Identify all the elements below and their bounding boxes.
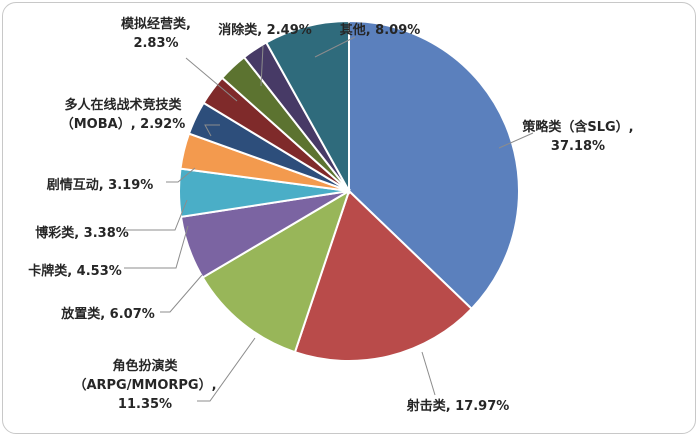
slice-label: 射击类, 17.97%: [406, 398, 510, 414]
leader-line: [160, 274, 203, 313]
slice-label: 角色扮演类（ARPG/MMORPG）, 11.35%: [73, 358, 216, 412]
pie-slice: [201, 188, 351, 354]
leader-line: [197, 337, 256, 402]
slice-label: 放置类, 6.07%: [60, 306, 155, 322]
pie-slice: [348, 19, 520, 311]
slice-label: 模拟经营类, 2.83%: [121, 16, 191, 51]
slice-label: 消除类, 2.49%: [218, 22, 312, 38]
leader-line: [204, 124, 220, 137]
pie-slice: [264, 19, 350, 195]
slice-label: 多人在线战术竞技类（MOBA）, 2.92%: [61, 97, 186, 132]
slice-label: 博彩类, 3.38%: [35, 225, 129, 241]
slice-label: 卡牌类, 4.53%: [28, 263, 122, 279]
slice-label: 策略类（含SLG）, 37.18%: [522, 119, 633, 154]
leader-line: [166, 167, 196, 183]
leader-line: [124, 225, 189, 269]
leader-line: [185, 57, 238, 102]
leader-line: [260, 45, 264, 87]
pie-slice: [293, 189, 474, 362]
slice-label: 剧情互动, 3.19%: [47, 177, 154, 193]
leader-line: [314, 36, 356, 58]
leader-line: [124, 199, 188, 231]
leader-line: [498, 132, 534, 149]
leader-line: [421, 351, 436, 396]
slice-label: 其他, 8.09%: [340, 22, 421, 38]
